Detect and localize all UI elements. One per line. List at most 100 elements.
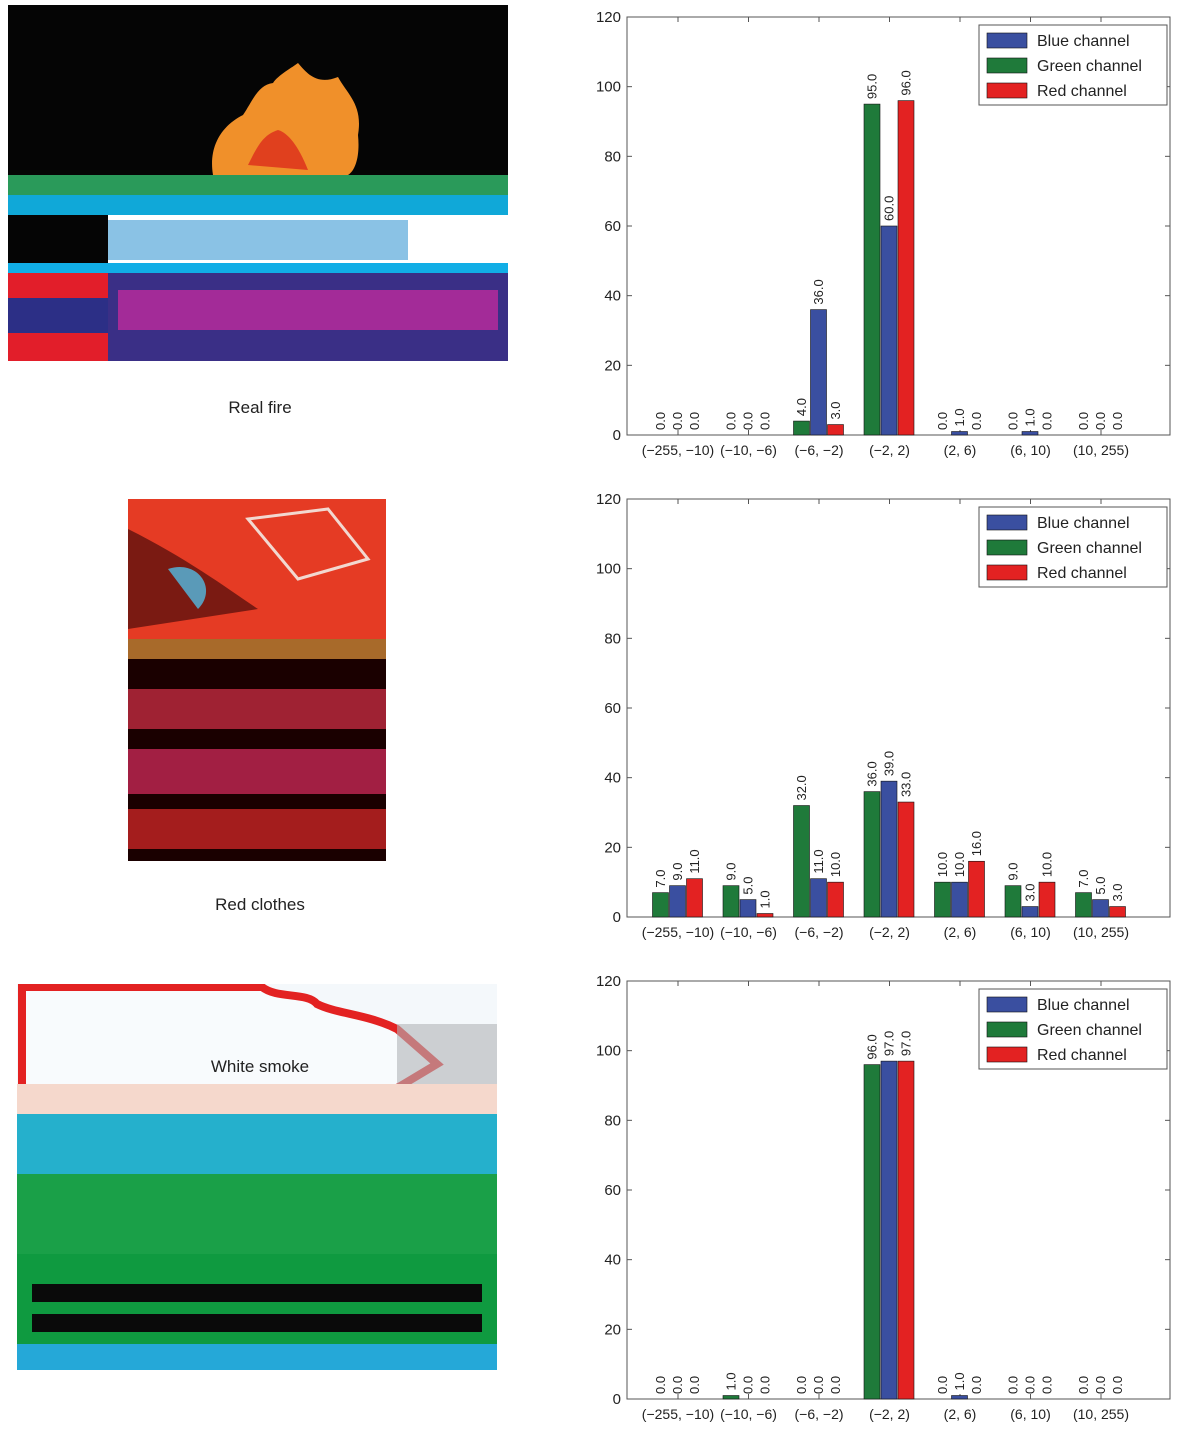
bar-value-label: 0.0 (1040, 1376, 1055, 1394)
x-tick-label: (−2, 2) (869, 1406, 910, 1422)
legend-label: Green channel (1037, 58, 1142, 75)
bar-value-label: 7.0 (1076, 870, 1091, 888)
x-tick-label: (6, 10) (1010, 924, 1050, 940)
y-tick-label: 0 (613, 1391, 621, 1408)
bar-blue-channel (951, 431, 968, 436)
bar-value-label: 0.0 (969, 412, 984, 430)
bar-green-channel (793, 420, 810, 436)
y-tick-label: 40 (604, 770, 621, 787)
bar-blue-channel (1021, 906, 1039, 918)
caption-white-smoke: White smoke (210, 1057, 310, 1076)
x-tick-label: (6, 10) (1010, 1406, 1050, 1422)
bar-value-label: 16.0 (969, 831, 984, 856)
bar-value-label: 11.0 (687, 849, 702, 873)
x-tick-label: (10, 255) (1073, 1406, 1129, 1422)
bar-blue-channel (739, 899, 757, 918)
bar-green-channel (1075, 892, 1092, 918)
bar-value-label: 95.0 (865, 74, 880, 99)
x-tick-label: (−2, 2) (869, 924, 910, 940)
x-tick-label: (2, 6) (944, 1406, 977, 1422)
legend-swatch (986, 32, 1028, 49)
y-tick-label: 80 (604, 148, 621, 165)
x-tick-label: (2, 6) (944, 924, 977, 940)
bar-value-label: 11.0 (811, 849, 826, 873)
bar-value-label: 3.0 (1023, 883, 1038, 901)
histogram-chart-real-fire: 0 20 40 60 80 100 120 (−255, −10) 0.0 0.0 0.0 (−10,… (582, 0, 1181, 480)
y-tick-label: 20 (604, 839, 621, 856)
bar-blue-channel (880, 225, 898, 436)
bar-value-label: 0.0 (687, 1376, 702, 1394)
bar-red-channel (968, 860, 985, 918)
bar-value-label: 33.0 (899, 772, 914, 797)
y-tick-label: 60 (604, 700, 621, 717)
bar-value-label: 5.0 (1093, 877, 1108, 895)
legend-swatch (986, 996, 1028, 1013)
bar-value-label: 0.0 (1093, 1376, 1108, 1394)
legend-swatch (986, 564, 1028, 581)
bar-green-channel (722, 1395, 740, 1400)
bar-value-label: 0.0 (687, 412, 702, 430)
bar-blue-channel (1092, 899, 1109, 918)
bar-value-label: 96.0 (899, 70, 914, 95)
bar-blue-channel (810, 309, 827, 436)
x-tick-label: (−10, −6) (720, 924, 777, 940)
y-tick-label: 120 (596, 491, 621, 508)
bar-red-channel (897, 100, 915, 436)
y-tick-label: 60 (604, 218, 621, 235)
bar-value-label: 0.0 (1006, 1376, 1021, 1394)
bar-value-label: 0.0 (1023, 1376, 1038, 1394)
bar-value-label: 0.0 (1006, 412, 1021, 430)
bar-green-channel (863, 791, 881, 918)
bar-value-label: 4.0 (794, 398, 809, 416)
bar-value-label: 39.0 (882, 751, 897, 776)
caption-red-clothes: Red clothes (215, 895, 305, 914)
bar-value-label: 0.0 (935, 1376, 950, 1394)
bar-blue-channel (880, 780, 898, 918)
bar-green-channel (863, 1064, 881, 1400)
bar-value-label: 0.0 (741, 412, 756, 430)
bar-value-label: 1.0 (952, 408, 967, 426)
y-tick-label: 60 (604, 1182, 621, 1199)
y-tick-label: 0 (613, 909, 621, 926)
bar-value-label: 0.0 (741, 1376, 756, 1394)
histogram-chart-white-smoke: 0 20 40 60 80 100 120 (−255, −10) 0.0 0.0 0.0 (−10,… (582, 964, 1181, 1444)
bar-value-label: 97.0 (882, 1031, 897, 1056)
x-tick-label: (−6, −2) (794, 1406, 843, 1422)
legend-label: Green channel (1037, 1022, 1142, 1039)
real-fire-image (8, 5, 508, 361)
bar-value-label: 0.0 (1076, 412, 1091, 430)
bar-value-label: 0.0 (1110, 412, 1125, 430)
bar-value-label: 0.0 (758, 412, 773, 430)
bar-blue-channel (669, 885, 686, 918)
bar-value-label: 5.0 (741, 877, 756, 895)
bar-value-label: 10.0 (935, 852, 950, 877)
bar-value-label: 0.0 (670, 412, 685, 430)
bar-red-channel (1038, 881, 1056, 918)
y-tick-label: 20 (604, 357, 621, 374)
bar-green-channel (1004, 885, 1022, 918)
bar-red-channel (827, 881, 844, 918)
caption-real-fire: Real fire (228, 398, 292, 417)
y-tick-label: 0 (613, 427, 621, 444)
bar-value-label: 1.0 (758, 890, 773, 908)
bar-blue-channel (810, 878, 827, 918)
y-tick-label: 40 (604, 288, 621, 305)
y-tick-label: 80 (604, 630, 621, 647)
bar-red-channel (686, 878, 703, 918)
x-tick-label: (−10, −6) (720, 1406, 777, 1422)
bar-value-label: 0.0 (828, 1376, 843, 1394)
bar-value-label: 9.0 (1006, 863, 1021, 881)
bar-green-channel (793, 805, 810, 918)
x-tick-label: (−6, −2) (794, 442, 843, 458)
legend-swatch (986, 1046, 1028, 1063)
x-tick-label: (−6, −2) (794, 924, 843, 940)
legend-label: Green channel (1037, 540, 1142, 557)
legend-swatch (986, 57, 1028, 74)
bar-value-label: 10.0 (1040, 852, 1055, 877)
bar-red-channel (897, 1060, 915, 1400)
bar-red-channel (827, 424, 844, 436)
bar-blue-channel (880, 1060, 898, 1400)
bar-red-channel (897, 801, 915, 918)
bar-red-channel (1109, 906, 1126, 918)
bar-value-label: 0.0 (653, 1376, 668, 1394)
